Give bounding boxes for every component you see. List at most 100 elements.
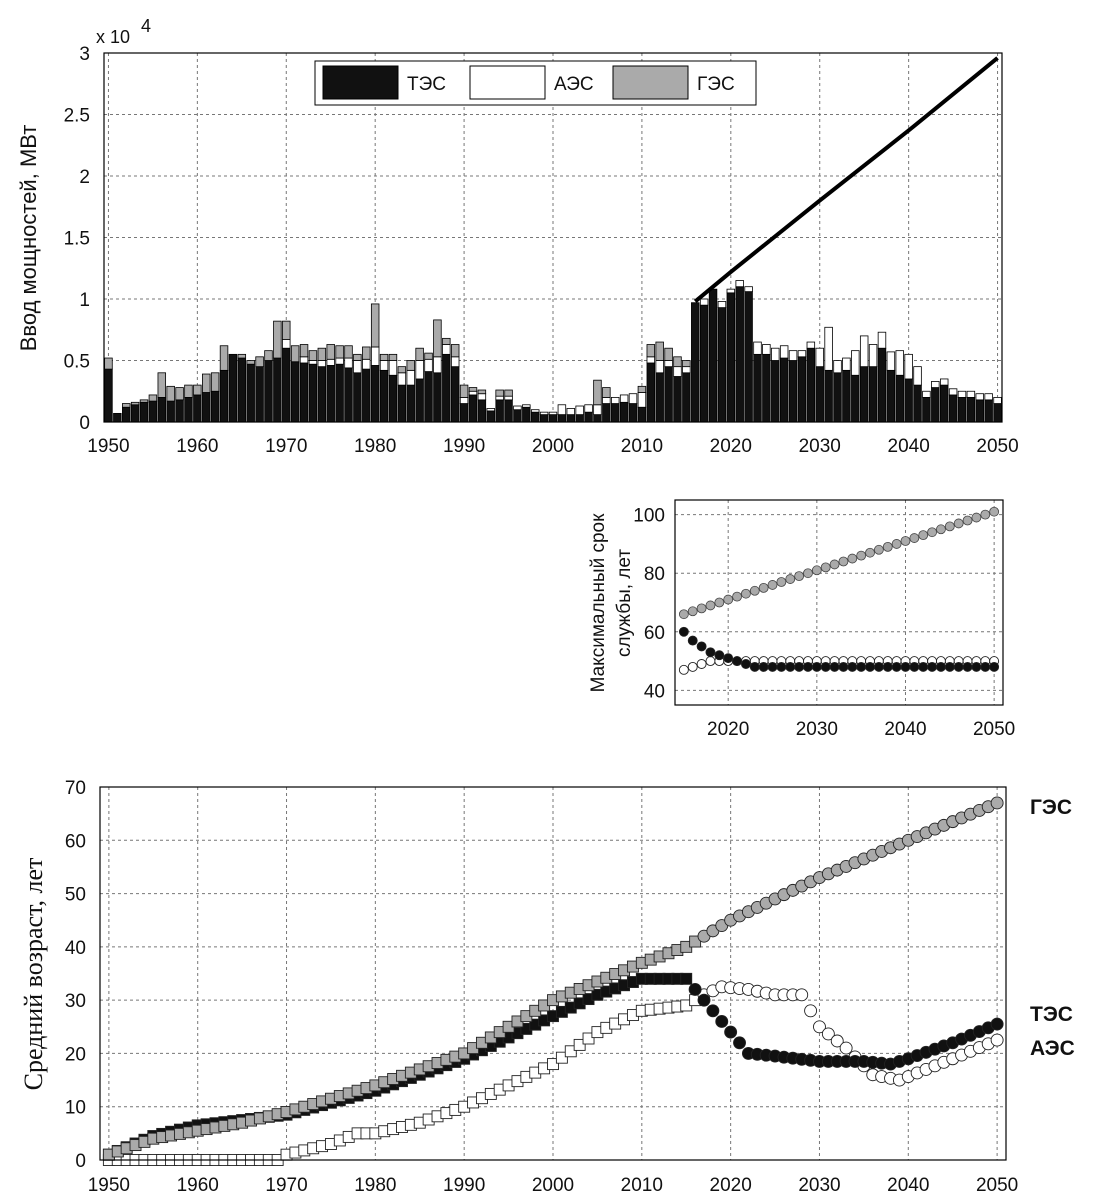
avgage-xtick-label: 2020 <box>710 1175 752 1196</box>
bar-tes <box>753 353 762 423</box>
capacity-ytick-label: 1.5 <box>64 229 90 250</box>
avgage-xtick-label: 1960 <box>177 1175 219 1196</box>
avgage-ylabel: Средний возраст, лет <box>19 858 48 1091</box>
lifetime-point-ges <box>953 518 964 529</box>
bar-aes <box>353 360 362 374</box>
bar-tes <box>868 366 878 423</box>
bar-aes <box>593 404 602 416</box>
capacity-xtick-label: 2030 <box>799 436 841 457</box>
bar-aes <box>859 335 869 368</box>
bar-aes <box>486 408 495 412</box>
capacity-ytick-label: 2 <box>79 167 90 188</box>
lifetime-point-ges <box>696 603 707 614</box>
legend-label: АЭС <box>554 74 594 95</box>
bar-ges <box>655 341 664 361</box>
bar-tes <box>922 396 931 423</box>
bar-aes <box>504 395 513 401</box>
avgage-point-aes <box>547 1058 559 1071</box>
lifetime-point-tes <box>909 661 920 672</box>
bar-aes <box>495 395 504 401</box>
lifetime-point-tes <box>891 661 902 672</box>
bar-tes <box>762 353 771 423</box>
capacity-xtick-label: 1970 <box>265 436 307 457</box>
bar-tes <box>317 366 327 423</box>
lifetime-point-ges <box>927 527 937 538</box>
avgage-point-aes <box>804 1004 818 1018</box>
bar-tes <box>344 367 353 423</box>
capacity-xtick-label: 1990 <box>443 436 485 457</box>
lifetime-point-tes <box>927 661 938 672</box>
lifetime-point-aes <box>705 656 716 667</box>
bar-tes <box>726 292 736 423</box>
bar-tes <box>175 399 184 423</box>
bar-tes <box>184 396 193 423</box>
bar-aes <box>299 356 309 364</box>
bar-tes <box>353 372 362 423</box>
bar-tes <box>993 403 1002 423</box>
avgage-point-ges <box>990 796 1004 810</box>
bar-tes <box>886 369 896 423</box>
lifetime-ytick-label: 40 <box>644 681 665 702</box>
legend-swatch <box>612 65 689 100</box>
bar-aes <box>673 366 682 377</box>
bar-tes <box>557 414 567 423</box>
capacity-xtick-label: 1980 <box>354 436 396 457</box>
lifetime-point-tes <box>873 661 884 672</box>
bar-ges <box>442 337 451 345</box>
bar-tes <box>362 368 371 423</box>
avgage-ytick-label: 40 <box>65 938 86 959</box>
bar-tes <box>468 394 478 423</box>
lifetime-point-ges <box>989 506 1000 517</box>
legend-swatch <box>322 65 399 100</box>
avgage-xtick-label: 1950 <box>88 1175 130 1196</box>
avgage-plot: 1950 1960 1970 1980 1990 2000 2010 2020 2030 2040… <box>19 778 1075 1196</box>
bar-aes <box>851 350 860 376</box>
avgage-xtick-label: 2030 <box>798 1175 840 1196</box>
bar-tes <box>299 362 309 423</box>
bar-ges <box>468 387 478 392</box>
lifetime-point-tes <box>944 661 955 672</box>
bar-aes <box>362 358 371 370</box>
lifetime-ytick-label: 100 <box>633 506 665 527</box>
lifetime-point-tes <box>794 661 805 672</box>
bar-aes <box>584 404 593 413</box>
capacity-exponent-label: x 10 <box>96 27 130 47</box>
capacity-xtick-label: 2000 <box>532 436 574 457</box>
bar-aes <box>388 360 398 376</box>
bar-ges <box>290 345 300 363</box>
bar-ges <box>193 384 202 396</box>
bar-aes <box>886 351 896 371</box>
lifetime-point-tes <box>971 661 982 672</box>
bar-tes <box>877 347 887 423</box>
bar-ges <box>593 379 602 406</box>
bar-ges <box>450 344 460 358</box>
bar-aes <box>450 356 460 368</box>
bar-aes <box>984 393 993 401</box>
bar-ges <box>264 350 273 361</box>
bar-tes <box>379 369 389 423</box>
bar-ges <box>388 353 398 361</box>
bar-tes <box>628 403 638 423</box>
capacity-ylabel: Ввод мощностей, МВт <box>16 125 41 352</box>
bar-tes <box>504 399 513 423</box>
avgage-point-tes <box>990 1017 1004 1031</box>
bar-tes <box>335 363 344 423</box>
lifetime-point-ges <box>918 530 929 541</box>
bar-aes <box>335 357 344 365</box>
bar-ges <box>602 387 611 398</box>
lifetime-point-aes <box>678 664 689 675</box>
lifetime-point-ges <box>811 565 822 576</box>
bar-tes <box>682 372 691 423</box>
bar-aes <box>682 366 691 374</box>
lifetime-point-ges <box>794 571 805 582</box>
bar-tes <box>104 368 113 423</box>
lifetime-point-ges <box>936 524 946 535</box>
bar-tes <box>904 378 913 423</box>
lifetime-point-tes <box>953 661 964 672</box>
lifetime-point-tes <box>989 661 1000 672</box>
avgage-point-tes <box>697 993 711 1007</box>
capacity-plot: 1950 1960 1970 1980 1990 2000 2010 2020 2030 2040… <box>16 16 1019 457</box>
bar-tes <box>166 400 175 423</box>
bar-tes <box>495 399 504 423</box>
lifetime-ylabel-line2: службы, лет <box>614 549 635 657</box>
